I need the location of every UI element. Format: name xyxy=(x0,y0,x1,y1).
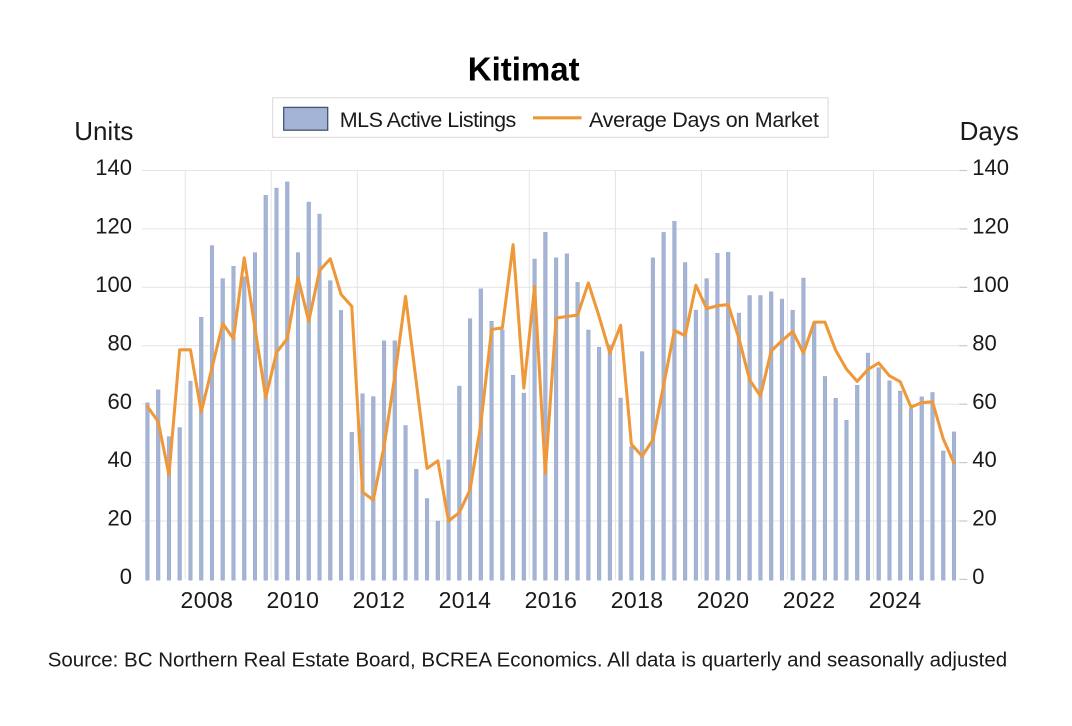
svg-text:Units: Units xyxy=(74,116,133,146)
svg-text:20: 20 xyxy=(972,506,996,531)
svg-text:2022: 2022 xyxy=(783,587,836,613)
svg-text:80: 80 xyxy=(972,330,996,355)
svg-text:2024: 2024 xyxy=(869,587,922,613)
svg-text:120: 120 xyxy=(95,214,132,239)
svg-text:0: 0 xyxy=(120,564,132,589)
svg-text:100: 100 xyxy=(95,272,132,297)
svg-text:60: 60 xyxy=(108,389,132,414)
svg-text:2016: 2016 xyxy=(525,587,578,613)
svg-text:MLS Active Listings: MLS Active Listings xyxy=(340,108,516,132)
svg-text:Average Days on Market: Average Days on Market xyxy=(589,108,819,132)
svg-text:2008: 2008 xyxy=(181,587,234,613)
svg-text:140: 140 xyxy=(972,155,1009,180)
svg-text:2014: 2014 xyxy=(439,587,492,613)
svg-text:Days: Days xyxy=(960,116,1019,146)
svg-text:Kitimat: Kitimat xyxy=(468,51,580,88)
svg-text:100: 100 xyxy=(972,272,1009,297)
svg-text:40: 40 xyxy=(108,447,132,472)
svg-text:140: 140 xyxy=(95,155,132,180)
svg-text:80: 80 xyxy=(108,330,132,355)
svg-text:40: 40 xyxy=(972,447,996,472)
svg-text:2012: 2012 xyxy=(353,587,406,613)
svg-text:120: 120 xyxy=(972,214,1009,239)
svg-text:2020: 2020 xyxy=(697,587,750,613)
svg-text:2010: 2010 xyxy=(267,587,320,613)
svg-text:0: 0 xyxy=(972,564,984,589)
svg-text:Source: BC Northern Real Estat: Source: BC Northern Real Estate Board, B… xyxy=(48,649,1007,672)
svg-text:20: 20 xyxy=(108,506,132,531)
svg-text:60: 60 xyxy=(972,389,996,414)
svg-text:2018: 2018 xyxy=(611,587,664,613)
